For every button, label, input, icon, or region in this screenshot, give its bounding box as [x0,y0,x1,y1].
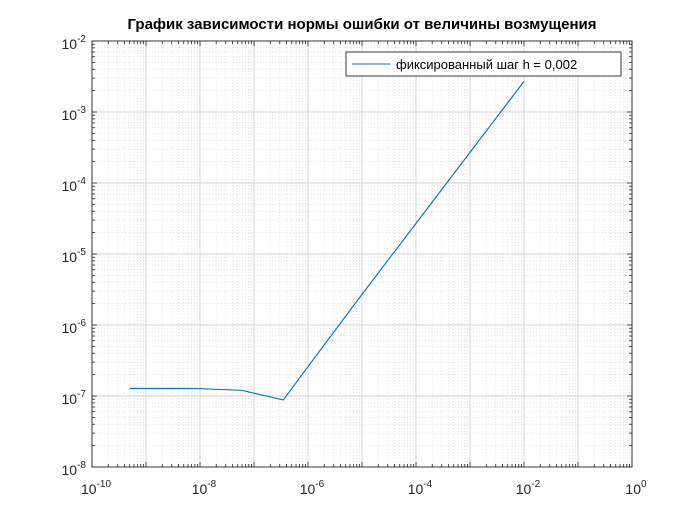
y-tick-label: 10-8 [62,460,87,478]
x-tick-label: 100 [625,479,647,497]
legend-label-0: фиксированный шаг h = 0,002 [396,57,577,72]
y-tick-label: 10-7 [62,389,87,407]
legend-box [345,51,622,77]
y-tick-label: 10-2 [62,34,87,52]
series-line-0 [129,81,525,401]
y-tick-label: 10-5 [62,247,87,265]
x-tick-label: 10-4 [408,479,433,497]
legend: фиксированный шаг h = 0,002 [345,51,622,77]
y-tick-label: 10-3 [62,105,87,123]
x-tick-label: 10-8 [192,479,217,497]
y-tick-label: 10-4 [62,176,87,194]
x-tick-label: 10-10 [81,479,111,497]
x-tick-label: 10-2 [516,479,541,497]
x-tick-label: 10-6 [300,479,325,497]
y-tick-label: 10-6 [62,318,87,336]
plot-area: 10-10 10-8 10-6 10-4 10-2 10010-810-710-610-5… [62,34,647,497]
chart-title: График зависимости нормы ошибки от велич… [127,16,596,33]
axes-box [91,40,633,468]
